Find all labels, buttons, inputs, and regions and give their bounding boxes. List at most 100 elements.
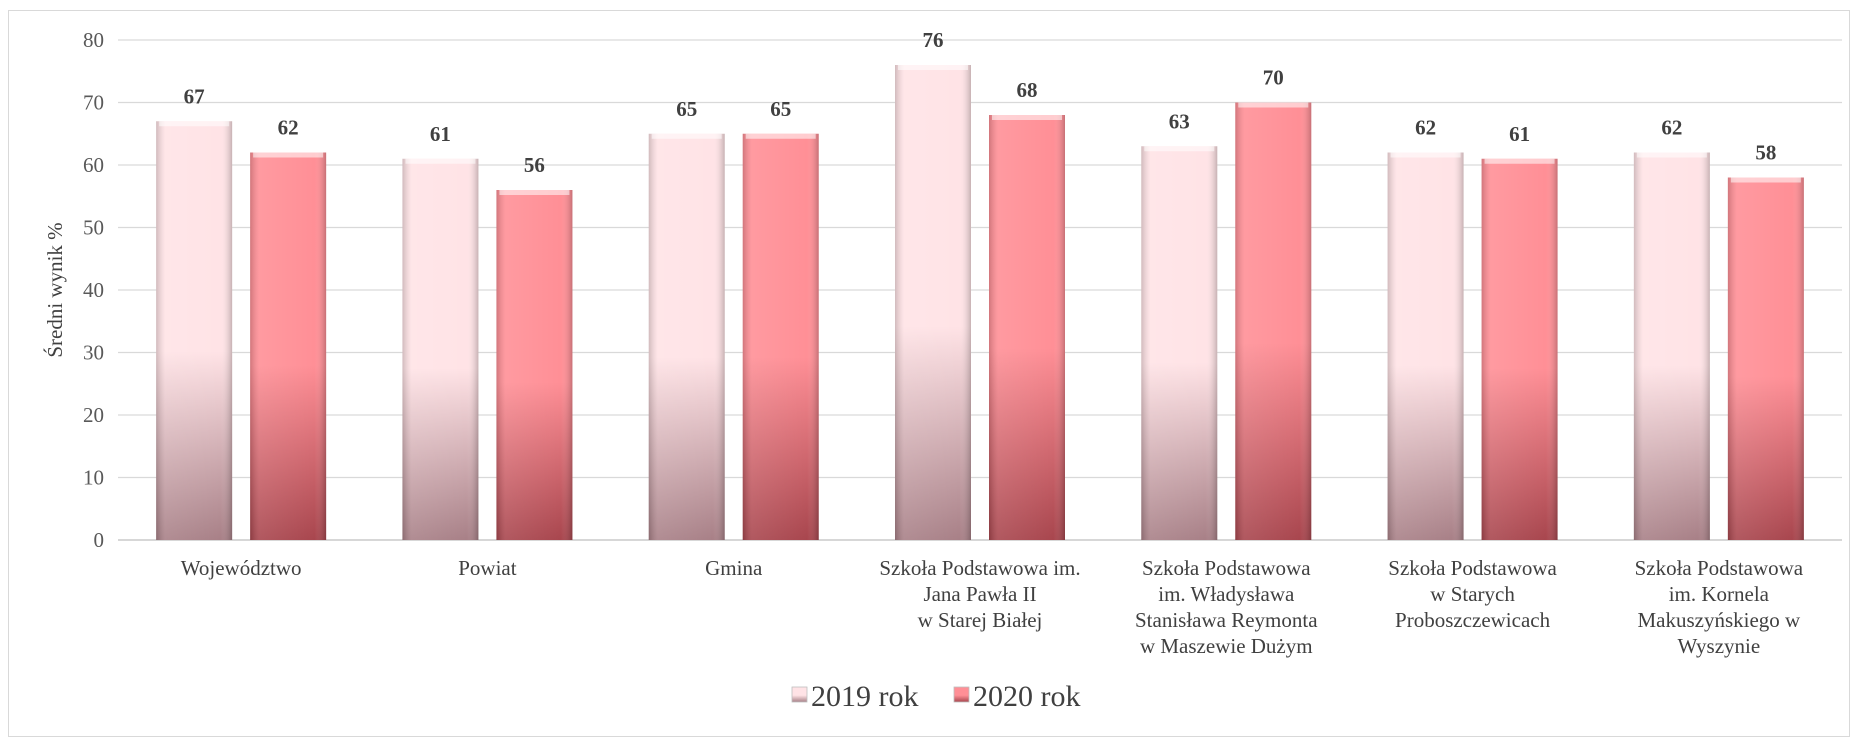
bar-bevel <box>898 65 968 70</box>
category-label-line: w Starych <box>1430 582 1515 606</box>
bar-shading <box>1727 177 1804 540</box>
data-label: 62 <box>1415 116 1436 140</box>
data-labels: 67 62 61 56 65 65 76 68 63 70 62 61 62 58 <box>184 28 1777 177</box>
bar-shading <box>1141 146 1218 540</box>
category-label: Szkoła Podstawowa im. Władysława Stanisław… <box>1135 556 1318 658</box>
data-label: 63 <box>1169 109 1190 133</box>
bar-2019-rok-5 <box>1387 152 1464 540</box>
bar-shading <box>156 121 233 540</box>
bar-shading <box>1481 158 1558 540</box>
data-label: 68 <box>1017 78 1038 102</box>
data-label: 65 <box>676 97 697 121</box>
bar-bevel <box>253 152 324 158</box>
gridlines <box>118 39 1842 541</box>
y-tick-label: 10 <box>83 466 104 490</box>
category-label: Gmina <box>705 556 763 580</box>
bar-bevel <box>651 133 722 139</box>
bar-bevel <box>1144 146 1215 152</box>
category-label: Szkoła Podstawowa im. Kornela Makuszyńskie… <box>1635 556 1804 658</box>
bar-2019-rok-2 <box>648 133 725 540</box>
bar-bevel <box>405 158 476 164</box>
category-label-line: Powiat <box>458 556 517 580</box>
y-tick-label: 30 <box>83 341 104 365</box>
bar-shading <box>1235 102 1312 540</box>
category-label-line: Makuszyńskiego w <box>1637 608 1801 632</box>
legend: 2019 rok 2020 rok <box>791 680 1081 713</box>
category-label-line: Szkoła Podstawowa <box>1635 556 1804 580</box>
bar-bevel <box>499 190 570 195</box>
bar-bevel <box>1730 177 1801 183</box>
data-label: 62 <box>278 116 299 140</box>
legend-swatch <box>953 686 970 703</box>
bar-2020-rok-0 <box>250 152 327 540</box>
data-label: 61 <box>1509 122 1530 146</box>
category-labels: Województwo Powiat Gmina Szkoła Podstawowa … <box>181 556 1804 658</box>
category-label-line: Gmina <box>705 556 763 580</box>
bar-bevel <box>992 115 1062 120</box>
bar-shading <box>496 190 573 540</box>
bar-shading <box>742 133 819 540</box>
category-label-line: im. Władysława <box>1158 582 1295 606</box>
bar-bevel <box>1390 152 1461 158</box>
bar-2019-rok-4 <box>1141 146 1218 540</box>
data-label: 61 <box>430 122 451 146</box>
bar-bevel <box>159 121 230 127</box>
bar-shading <box>1633 152 1710 540</box>
category-label: Województwo <box>181 556 302 580</box>
data-label: 62 <box>1661 116 1682 140</box>
y-axis-title: Średni wynik % <box>43 222 67 357</box>
category-label-line: Jana Pawła II <box>923 582 1036 606</box>
bar-shading <box>250 152 327 540</box>
category-label: Powiat <box>458 556 517 580</box>
y-tick-label: 80 <box>83 28 104 52</box>
category-label-line: Stanisława Reymonta <box>1135 608 1318 632</box>
bar-2020-rok-5 <box>1481 158 1558 540</box>
data-label: 70 <box>1263 66 1284 90</box>
bar-2020-rok-3 <box>989 115 1065 540</box>
bar-2020-rok-6 <box>1727 177 1804 540</box>
category-label-line: Proboszczewicach <box>1395 608 1551 632</box>
category-label: Szkoła Podstawowa im. Jana Pawła II w Star… <box>879 556 1080 632</box>
bar-bevel <box>1484 158 1555 164</box>
category-label-line: Szkoła Podstawowa im. <box>879 556 1080 580</box>
category-label-line: im. Kornela <box>1669 582 1770 606</box>
data-label: 65 <box>770 97 791 121</box>
bar-2019-rok-1 <box>402 158 479 540</box>
data-label: 76 <box>923 28 944 52</box>
data-label: 67 <box>184 84 205 108</box>
bar-shading <box>1387 152 1464 540</box>
bar-2019-rok-0 <box>156 121 233 540</box>
bars <box>156 65 1804 540</box>
bar-bevel <box>1636 152 1707 158</box>
y-tick-label: 0 <box>94 528 105 552</box>
bar-shading <box>648 133 725 540</box>
bar-2020-rok-4 <box>1235 102 1312 540</box>
bar-shading <box>895 65 971 540</box>
bar-2019-rok-3 <box>895 65 971 540</box>
category-label-line: Szkoła Podstawowa <box>1142 556 1311 580</box>
y-tick-label: 60 <box>83 153 104 177</box>
y-tick-label: 20 <box>83 403 104 427</box>
bar-shading <box>402 158 479 540</box>
category-label: Szkoła Podstawowa w Starych Proboszczewica… <box>1388 556 1557 632</box>
bar-2019-rok-6 <box>1633 152 1710 540</box>
y-tick-label: 70 <box>83 91 104 115</box>
bar-bevel <box>1238 102 1309 108</box>
data-label: 58 <box>1755 141 1776 165</box>
y-tick-label: 40 <box>83 278 104 302</box>
y-axis-ticks: 0 10 20 30 40 50 60 70 80 <box>83 28 104 552</box>
bar-shading <box>989 115 1065 540</box>
y-tick-label: 50 <box>83 216 104 240</box>
category-label-line: Szkoła Podstawowa <box>1388 556 1557 580</box>
category-label-line: w Starej Białej <box>918 608 1043 632</box>
data-label: 56 <box>524 153 545 177</box>
bar-2020-rok-1 <box>496 190 573 540</box>
legend-label: 2020 rok <box>973 680 1081 713</box>
category-label-line: Województwo <box>181 556 302 580</box>
category-label-line: w Maszewie Dużym <box>1140 634 1313 658</box>
legend-label: 2019 rok <box>811 680 919 713</box>
bar-2020-rok-2 <box>742 133 819 540</box>
category-label-line: Wyszynie <box>1677 634 1760 658</box>
bar-bevel <box>745 133 816 139</box>
